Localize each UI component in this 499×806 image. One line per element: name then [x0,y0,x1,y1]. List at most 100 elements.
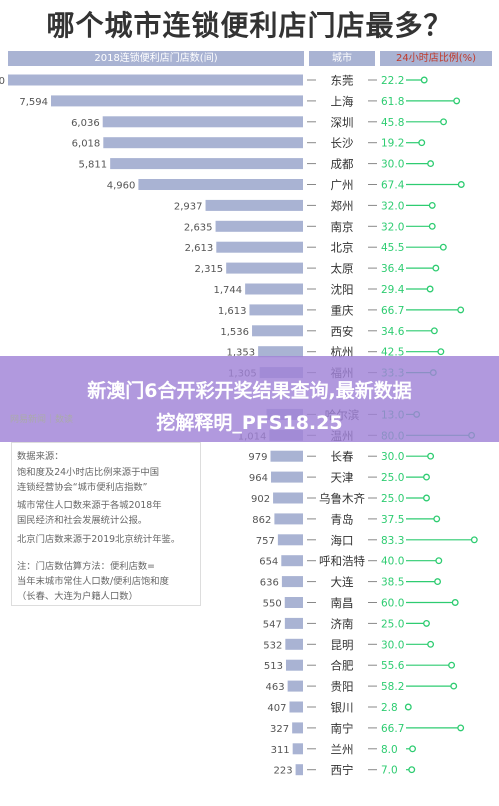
pct-label: 30.0 [381,451,404,463]
value-label: 979 [248,452,267,463]
pct-label: 40.0 [381,556,404,568]
watermark-overlay [0,356,499,442]
city-label: 兰州 [331,742,354,756]
overlay-line-2: 挖解释明_PFS18.25 [156,412,343,434]
city-label: 西宁 [331,763,354,777]
pct-dot [432,264,440,272]
pct-dot [423,473,430,481]
city-label: 南宁 [331,721,354,735]
bar [281,576,303,588]
pct-dot [420,76,428,84]
header-city: 城市 [309,51,375,66]
city-label: 上海 [331,94,354,108]
pct-label: 45.8 [381,117,404,129]
bar [138,179,303,190]
city-label: 西安 [331,324,354,338]
city-label: 大连 [331,575,354,589]
value-label: 1,536 [220,327,249,338]
bar [284,597,303,608]
bar [289,701,303,713]
bar [271,471,303,483]
value-label: 8,890 [0,76,5,87]
value-label: 1,353 [226,348,255,359]
city-label: 杭州 [331,345,354,359]
pct-label: 22.2 [381,75,404,87]
pct-dot [433,515,441,523]
pct-dot [450,682,458,690]
source-line: 连锁经营协会“城市便利店指数” [17,482,148,493]
value-label: 757 [256,536,275,547]
value-label: 311 [271,745,290,756]
pct-label: 29.4 [381,284,405,296]
pct-dot [423,494,430,502]
bar [205,199,303,211]
pct-dot [457,724,465,732]
source-line: 注：门店数估算方法：便利店数= [17,561,155,572]
pct-label: 32.0 [381,200,404,212]
city-label: 贵阳 [331,680,354,694]
source-line: 国民经济和社会发展统计公报。 [17,515,148,526]
city-label: 沈阳 [331,283,354,297]
pct-dot [434,578,442,586]
pct-dot [418,139,426,147]
pct-dot [404,703,412,711]
value-label: 550 [263,599,282,610]
pct-dot [428,201,436,209]
bar [216,241,303,253]
header-24h-ratio: 24小时店比例(%) [380,51,492,66]
bar [8,74,303,86]
value-label: 4,960 [107,181,136,192]
pct-dot [427,640,435,648]
bar [103,137,304,149]
value-label: 1,613 [218,306,247,317]
city-label: 乌鲁木齐 [319,492,365,506]
bar [295,764,303,776]
bar [252,325,303,337]
pct-label: 7.0 [381,765,398,777]
bar [287,680,303,692]
pct-label: 2.8 [381,702,398,714]
pct-dot [408,766,416,774]
pct-dot [430,327,438,335]
bar [215,220,303,232]
pct-dot [439,243,447,251]
bar [274,513,303,525]
bar [284,617,303,629]
pct-label: 42.5 [381,347,404,359]
source-line: （长春、大连为户籍人口数） [17,591,138,602]
pct-label: 30.0 [381,159,404,171]
pct-dot [426,285,434,293]
source-line: 城市常住人口数来源于各城2018年 [17,500,162,511]
value-label: 2,315 [195,264,224,275]
city-label: 长沙 [331,136,354,150]
bar [285,638,303,650]
pct-dot [457,306,465,314]
source-note-box [11,442,201,606]
page-title: 哪个城市连锁便利店门店最多？ [46,9,453,42]
city-label: 成都 [331,157,354,171]
pct-dot [437,348,445,356]
bar [258,346,303,358]
overlay-line-1: 新澳门6合开彩开奖结果查询,最新数据 [87,380,412,402]
pct-label: 66.7 [381,723,404,735]
pct-label: 61.8 [381,96,404,108]
city-label: 广州 [331,178,354,192]
value-label: 547 [263,619,282,630]
pct-label: 60.0 [381,598,404,610]
pct-dot [470,536,478,544]
pct-label: 55.6 [381,660,405,672]
value-label: 636 [260,578,279,589]
pct-label: 36.4 [381,263,405,275]
value-label: 964 [249,473,268,484]
pct-label: 25.0 [381,618,404,630]
pct-label: 25.0 [381,493,404,505]
pct-label: 32.0 [381,221,404,233]
bar [277,534,303,546]
value-label: 2,613 [185,243,214,254]
pct-dot [457,181,465,188]
pct-label: 19.2 [381,138,404,150]
bar [273,492,303,504]
value-label: 407 [267,703,286,714]
pct-label: 25.0 [381,472,404,484]
value-label: 223 [274,766,293,777]
